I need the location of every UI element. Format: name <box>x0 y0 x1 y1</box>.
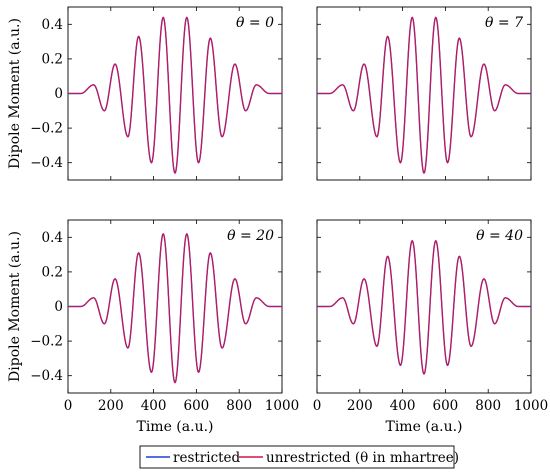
series-line-unrestricted <box>67 16 283 174</box>
panel-frame <box>316 6 532 181</box>
x-tick-label: 400 <box>390 398 416 414</box>
x-tick-label: 800 <box>226 398 252 414</box>
y-tick-label: −0.4 <box>30 155 63 171</box>
x-tick-label: 1000 <box>265 398 299 414</box>
series-line-restricted <box>316 240 532 375</box>
series-line-restricted <box>67 16 283 174</box>
y-tick-label: 0.2 <box>42 264 63 280</box>
legend-label-restricted: restricted <box>173 450 241 466</box>
legend-label-unrestricted: unrestricted (θ in mhartree) <box>266 450 459 466</box>
x-tick-label: 600 <box>184 398 210 414</box>
y-tick-label: −0.2 <box>30 334 63 350</box>
x-axis-label: Time (a.u.) <box>136 419 213 435</box>
y-tick-label: 0.4 <box>42 17 63 33</box>
y-tick-label: 0 <box>54 299 63 315</box>
theta-annotation: θ = 0 <box>236 15 274 31</box>
theta-annotation: θ = 40 <box>476 228 523 244</box>
x-tick-label: 0 <box>64 398 73 414</box>
x-axis-label: Time (a.u.) <box>385 419 462 435</box>
y-tick-label: −0.2 <box>30 121 63 137</box>
x-tick-label: 1000 <box>514 398 548 414</box>
series-line-restricted <box>316 16 532 174</box>
x-tick-label: 800 <box>475 398 501 414</box>
y-axis-label: Dipole Moment (a.u.) <box>7 231 23 382</box>
series-line-unrestricted <box>316 16 532 174</box>
theta-annotation: θ = 7 <box>485 15 523 31</box>
y-tick-label: 0.4 <box>42 230 63 246</box>
y-tick-label: 0.2 <box>42 51 63 67</box>
y-axis-label: Dipole Moment (a.u.) <box>7 18 23 169</box>
x-tick-label: 200 <box>98 398 124 414</box>
x-tick-label: 400 <box>141 398 167 414</box>
x-tick-label: 600 <box>433 398 459 414</box>
series-line-unrestricted <box>67 233 283 384</box>
x-tick-label: 200 <box>347 398 373 414</box>
theta-annotation: θ = 20 <box>227 228 274 244</box>
x-tick-label: 0 <box>313 398 322 414</box>
panel-frame <box>67 6 283 181</box>
y-tick-label: 0 <box>54 86 63 102</box>
y-tick-label: −0.4 <box>30 368 63 384</box>
panel-frame <box>67 219 283 394</box>
legend-box <box>139 445 455 469</box>
series-line-restricted <box>67 233 283 384</box>
panel-frame <box>316 219 532 394</box>
series-line-unrestricted <box>316 240 532 375</box>
